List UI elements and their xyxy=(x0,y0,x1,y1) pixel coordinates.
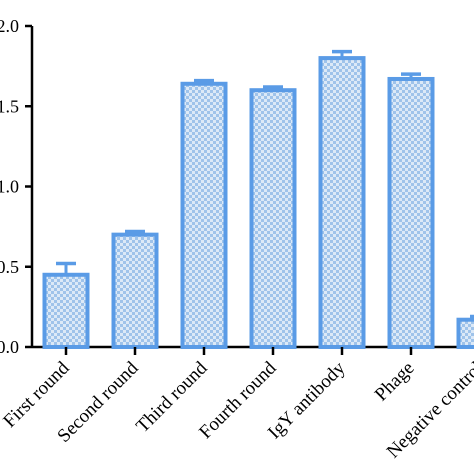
bar xyxy=(111,232,159,349)
bar xyxy=(180,81,228,349)
y-tick-label: 1.5 xyxy=(0,96,19,116)
bars xyxy=(42,49,474,349)
bar xyxy=(42,272,90,349)
y-tick-label: 0.5 xyxy=(0,257,19,277)
y-tick-label: 2.0 xyxy=(0,16,19,36)
bar xyxy=(249,88,297,349)
bar xyxy=(456,317,474,349)
bar xyxy=(387,76,435,349)
y-axis-ticks: 0.0 0.5 1.0 1.5 2.0 xyxy=(0,16,32,357)
x-tick-label: First round xyxy=(0,357,74,432)
y-tick-label: 1.0 xyxy=(0,177,19,197)
bar xyxy=(318,56,366,349)
x-tick-label: Phage xyxy=(371,358,419,406)
y-tick-label: 0.0 xyxy=(0,337,19,357)
